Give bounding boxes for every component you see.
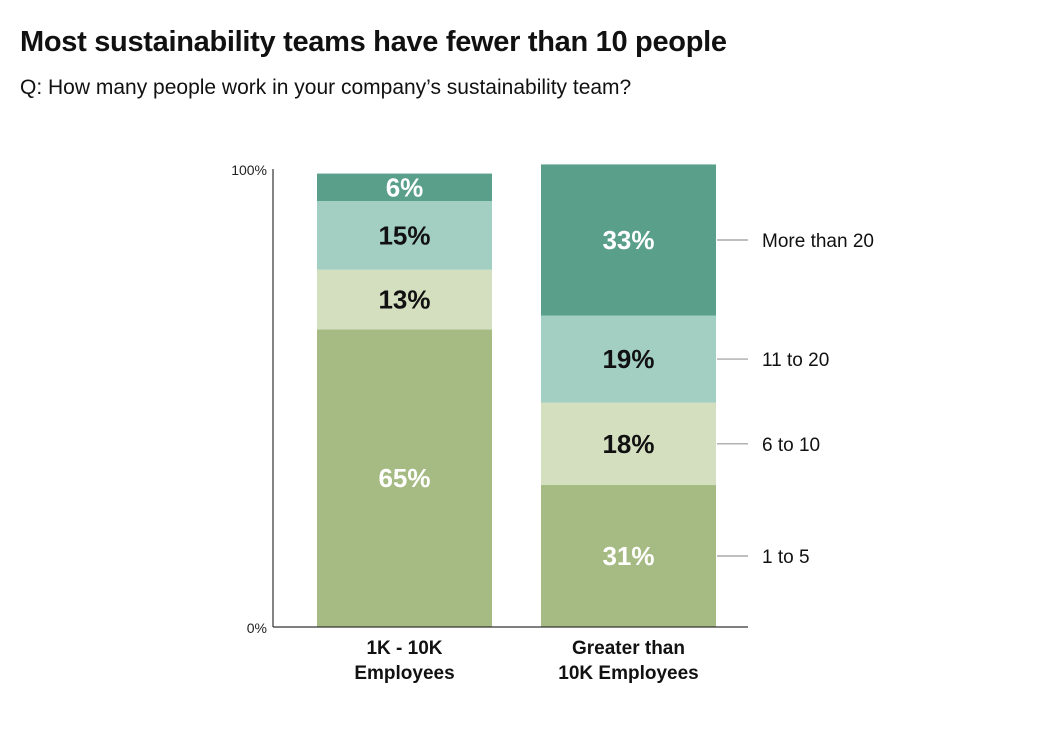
bar-segment-1-2 <box>317 269 492 330</box>
legend-label-2: 6 to 10 <box>762 435 820 456</box>
data-label-1-4: 6% <box>386 172 424 202</box>
x-tick-label-1-line-2: Employees <box>354 663 454 684</box>
bar-segment-1-1 <box>317 329 492 627</box>
x-tick-label-1-line-1: 1K - 10K <box>366 638 442 659</box>
y-tick-label-max: 100% <box>231 162 267 178</box>
x-tick-label-2-line-1: Greater than <box>572 638 685 659</box>
x-tick-label-2-line-2: 10K Employees <box>558 663 698 684</box>
data-label-1-3: 15% <box>378 220 430 250</box>
data-label-1-1: 65% <box>378 463 430 493</box>
data-label-2-1: 31% <box>602 541 654 571</box>
chart-subtitle: Q: How many people work in your company’… <box>20 76 632 99</box>
legend-label-3: 11 to 20 <box>762 350 829 371</box>
data-label-2-4: 33% <box>602 225 654 255</box>
bar-segment-1-3 <box>317 201 492 270</box>
bar-segment-2-2 <box>541 402 716 486</box>
y-tick-label-min: 0% <box>247 620 267 636</box>
bar-segment-1-4 <box>317 173 492 202</box>
bar-segment-2-3 <box>541 315 716 403</box>
bar-segment-2-4 <box>541 164 716 316</box>
bar-segment-2-1 <box>541 485 716 627</box>
legend-label-4: More than 20 <box>762 231 874 252</box>
data-label-2-2: 18% <box>602 429 654 459</box>
legend-label-1: 1 to 5 <box>762 547 810 568</box>
data-label-1-2: 13% <box>378 285 430 315</box>
data-label-2-3: 19% <box>602 344 654 374</box>
chart-title: Most sustainability teams have fewer tha… <box>20 26 727 58</box>
